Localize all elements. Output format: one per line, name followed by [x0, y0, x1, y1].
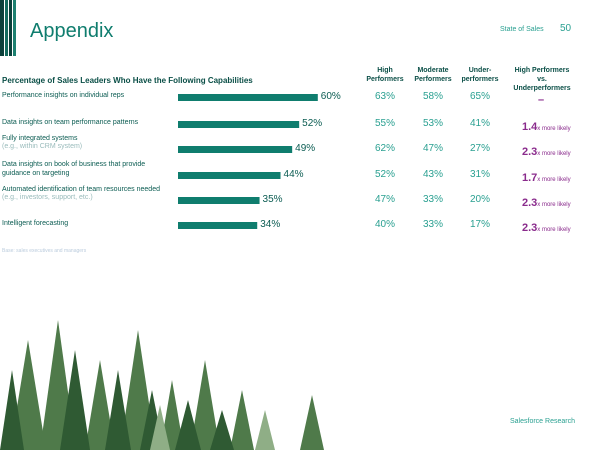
- title: Appendix: [30, 20, 114, 42]
- table-cell: 47%: [422, 143, 443, 154]
- edge-stripes: [0, 0, 16, 56]
- column-header: Moderate Performers: [414, 67, 452, 83]
- table-cell: 63%: [374, 91, 395, 102]
- comparison: 2.3x more likely: [522, 218, 571, 236]
- column-header: High Performers: [366, 67, 404, 83]
- value-label: 35%: [262, 194, 283, 205]
- category-label: Performance insights on individual reps: [2, 92, 125, 99]
- category-note: (e.g., within CRM system): [2, 143, 83, 150]
- table-cell: 43%: [422, 169, 443, 180]
- bar: [178, 146, 293, 153]
- table-cell: 33%: [422, 219, 443, 230]
- note: Base: sales executives and managers: [2, 248, 87, 254]
- ratio: 2.3: [522, 197, 538, 209]
- table-cell: 17%: [469, 219, 490, 230]
- ratio-text: x more likely: [537, 126, 571, 132]
- ratio-text: x more likely: [537, 151, 571, 157]
- bar: [178, 197, 260, 204]
- table-cell: 33%: [422, 194, 443, 205]
- table-cell: 62%: [374, 143, 395, 154]
- chart-title: Percentage of Sales Leaders Who Have the…: [2, 76, 253, 85]
- bar: [178, 172, 281, 179]
- ratio: 1.7: [522, 172, 538, 184]
- table-cell: 65%: [469, 91, 490, 102]
- ratio-text: x more likely: [537, 227, 571, 233]
- table-cell: 40%: [374, 219, 395, 230]
- report-name: State of Sales: [500, 26, 544, 33]
- ratio: –: [538, 94, 545, 106]
- comparison: –: [538, 90, 544, 108]
- ratio: 2.3: [522, 222, 538, 234]
- trees: [0, 320, 324, 450]
- ratio: 2.3: [522, 146, 538, 158]
- table-cell: 20%: [469, 194, 490, 205]
- comparison: 1.4x more likely: [522, 117, 571, 135]
- value-label: 34%: [260, 219, 281, 230]
- column-header: Under-performers: [461, 67, 499, 83]
- table-cell: 58%: [422, 91, 443, 102]
- comparison: 2.3x more likely: [522, 142, 571, 160]
- comparison: 2.3x more likely: [522, 193, 571, 211]
- table-cell: 52%: [374, 169, 395, 180]
- table-cell: 53%: [422, 118, 443, 129]
- ratio: 1.4: [522, 121, 538, 133]
- page-number: 50: [560, 23, 572, 34]
- category-label: Data insights on team performance patter…: [2, 119, 139, 126]
- category-note: (e.g., investors, support, etc.): [2, 194, 93, 201]
- table-cell: 41%: [469, 118, 490, 129]
- table-cell: 55%: [374, 118, 395, 129]
- table-cell: 31%: [469, 169, 490, 180]
- bar: [178, 222, 258, 229]
- value-label: 52%: [302, 118, 323, 129]
- value-label: 60%: [320, 91, 341, 102]
- table-cell: 47%: [374, 194, 395, 205]
- bar: [178, 121, 300, 128]
- category-label: Fully integrated systems: [2, 135, 78, 142]
- column-header: High Performers vs. Underperformers: [513, 67, 571, 92]
- bar: [178, 94, 318, 101]
- footer: Salesforce Research: [510, 418, 575, 425]
- category-label: Intelligent forecasting: [2, 220, 69, 227]
- table-cell: 27%: [469, 143, 490, 154]
- value-label: 44%: [283, 169, 304, 180]
- category-label: Automated identification of team resourc…: [2, 186, 160, 193]
- ratio-text: x more likely: [537, 202, 571, 208]
- value-label: 49%: [295, 143, 316, 154]
- comparison: 1.7x more likely: [522, 168, 571, 186]
- ratio-text: x more likely: [537, 177, 571, 183]
- category-label: Data insights on book of business that p…: [2, 161, 146, 177]
